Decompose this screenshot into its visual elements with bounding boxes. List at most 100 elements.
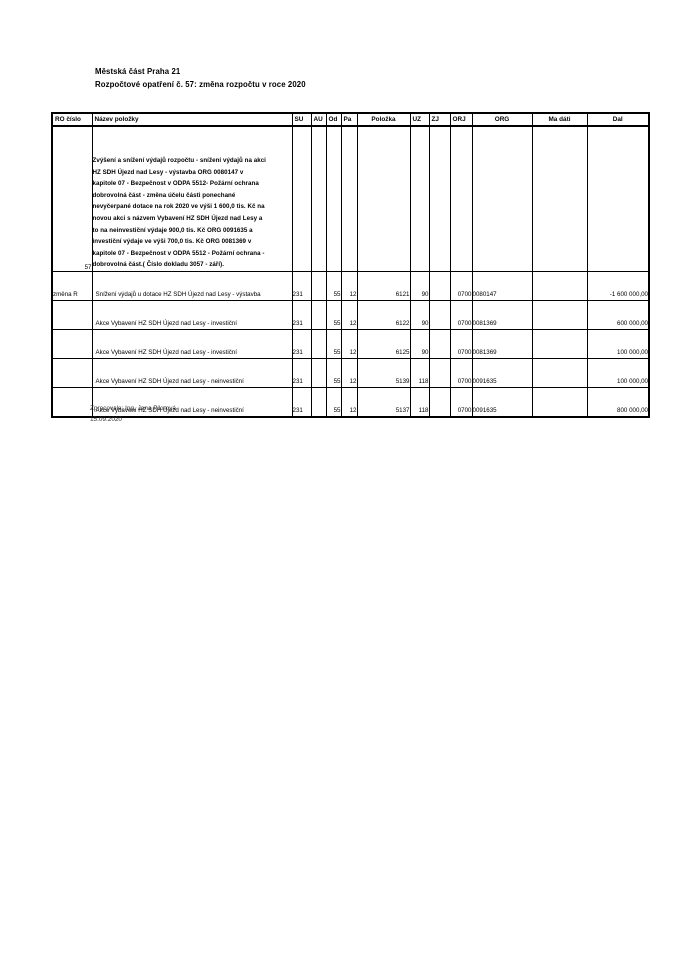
description-dal <box>586 125 650 272</box>
cell-au <box>310 358 327 388</box>
cell-zj <box>428 358 451 388</box>
cell-su: 231 <box>291 358 312 388</box>
description-line: dobrovolná část.( Číslo dokladu 3057 - z… <box>92 261 225 269</box>
cell-zj <box>428 300 451 330</box>
description-line: dobrovolná část - změna účelu části pone… <box>92 191 236 199</box>
description-polozka <box>356 125 411 272</box>
cell-od: 55 <box>325 300 342 330</box>
column-header-au: AU <box>310 112 327 127</box>
description-au <box>310 125 327 272</box>
cell-uz: 118 <box>409 387 430 418</box>
cell-ro-cislo <box>51 358 93 388</box>
description-su <box>291 125 312 272</box>
cell-orj: 0700 <box>449 329 473 359</box>
cell-dal: 100 000,00 <box>586 329 650 359</box>
cell-polozka: 6122 <box>356 300 411 330</box>
cell-ma-dati <box>531 300 588 330</box>
column-header-ro-cislo: RO číslo <box>51 112 93 127</box>
description-orj <box>449 125 473 272</box>
cell-od: 55 <box>325 358 342 388</box>
cell-orj: 0700 <box>449 271 473 301</box>
cell-polozka: 5137 <box>356 387 411 418</box>
cell-org: 0091635 <box>471 358 533 388</box>
cell-dal: 800 000,00 <box>586 387 650 418</box>
cell-nazev: Akce Vybavení HZ SDH Újezd nad Lesy - ne… <box>91 358 293 388</box>
table-row: Akce Vybavení HZ SDH Újezd nad Lesy - in… <box>51 329 650 359</box>
description-ro-cislo: 57 <box>51 125 93 272</box>
column-header-nazev: Název položky <box>91 112 293 127</box>
description-text: Zvýšení a snížení výdajů rozpočtu - sníž… <box>92 155 291 270</box>
cell-polozka: 6121 <box>356 271 411 301</box>
description-uz <box>409 125 430 272</box>
cell-ro-cislo <box>51 300 93 330</box>
table-row: Akce Vybavení HZ SDH Újezd nad Lesy - ne… <box>51 358 650 388</box>
description-line: kapitole 07 - Bezpečnost v ODPA 5512 - P… <box>92 249 265 257</box>
table-header-row: RO číslo Název položky SU AU Od Pa Polož… <box>51 112 650 127</box>
column-header-su: SU <box>291 112 312 127</box>
description-org <box>471 125 533 272</box>
cell-uz: 90 <box>409 271 430 301</box>
cell-au <box>310 271 327 301</box>
description-cell: Zvýšení a snížení výdajů rozpočtu - sníž… <box>91 125 293 272</box>
description-ma-dati <box>531 125 588 272</box>
cell-uz: 90 <box>409 300 430 330</box>
cell-su: 231 <box>291 329 312 359</box>
cell-pa: 12 <box>340 387 358 418</box>
document-title: Rozpočtové opatření č. 57: změna rozpočt… <box>95 80 306 89</box>
cell-ma-dati <box>531 271 588 301</box>
cell-orj: 0700 <box>449 300 473 330</box>
cell-org: 0091635 <box>471 387 533 418</box>
cell-ro-cislo: změna R <box>51 271 93 301</box>
column-header-dal: Dal <box>586 112 650 127</box>
cell-nazev: Snížení výdajů u dotace HZ SDH Újezd nad… <box>91 271 293 301</box>
table-row: Akce Vybavení HZ SDH Újezd nad Lesy - in… <box>51 300 650 330</box>
cell-dal: 100 000,00 <box>586 358 650 388</box>
table-row: Akce Vybavení HZ SDH Újezd nad Lesy - ne… <box>51 387 650 418</box>
cell-od: 55 <box>325 329 342 359</box>
budget-table-wrapper: RO číslo Název položky SU AU Od Pa Polož… <box>51 112 650 418</box>
cell-au <box>310 300 327 330</box>
footer-prepared-by: Zpracovala: Ing. Jana Piknová <box>90 405 176 412</box>
description-pa <box>340 125 358 272</box>
cell-su: 231 <box>291 271 312 301</box>
cell-pa: 12 <box>340 329 358 359</box>
table-row: změna R Snížení výdajů u dotace HZ SDH Ú… <box>51 271 650 301</box>
table-body: 57 Zvýšení a snížení výdajů rozpočtu - s… <box>51 125 650 418</box>
description-od <box>325 125 342 272</box>
cell-uz: 90 <box>409 329 430 359</box>
description-line: nevyčerpané dotace na rok 2020 ve výši 1… <box>92 203 265 211</box>
cell-au <box>310 329 327 359</box>
organization-name: Městská část Praha 21 <box>95 67 181 76</box>
cell-ro-cislo <box>51 387 93 418</box>
cell-zj <box>428 271 451 301</box>
cell-dal: -1 600 000,00 <box>586 271 650 301</box>
cell-polozka: 6125 <box>356 329 411 359</box>
cell-pa: 12 <box>340 358 358 388</box>
cell-zj <box>428 387 451 418</box>
description-zj <box>428 125 451 272</box>
document-heading: Městská část Praha 21 Rozpočtové opatřen… <box>95 65 575 91</box>
cell-org: 0080147 <box>471 271 533 301</box>
cell-nazev: Akce Vybavení HZ SDH Újezd nad Lesy - in… <box>91 300 293 330</box>
cell-pa: 12 <box>340 271 358 301</box>
cell-uz: 118 <box>409 358 430 388</box>
cell-dal: 600 000,00 <box>586 300 650 330</box>
cell-orj: 0700 <box>449 358 473 388</box>
cell-ma-dati <box>531 387 588 418</box>
cell-polozka: 5139 <box>356 358 411 388</box>
column-header-ma-dati: Ma dáti <box>531 112 588 127</box>
cell-ma-dati <box>531 329 588 359</box>
column-header-zj: ZJ <box>428 112 451 127</box>
column-header-org: ORG <box>471 112 533 127</box>
column-header-uz: UZ <box>409 112 430 127</box>
document-footer: Zpracovala: Ing. Jana Piknová 15.09.2020 <box>90 404 390 425</box>
cell-nazev: Akce Vybavení HZ SDH Újezd nad Lesy - in… <box>91 329 293 359</box>
cell-org: 0081369 <box>471 300 533 330</box>
cell-orj: 0700 <box>449 387 473 418</box>
budget-table: RO číslo Název položky SU AU Od Pa Polož… <box>51 112 650 418</box>
column-header-polozka: Položka <box>356 112 411 127</box>
cell-ro-cislo <box>51 329 93 359</box>
description-line: kapitole 07 - Bezpečnost v ODPA 5512- Po… <box>92 180 259 188</box>
description-line: investiční výdaje ve výši 700,0 tis. Kč … <box>92 238 252 246</box>
